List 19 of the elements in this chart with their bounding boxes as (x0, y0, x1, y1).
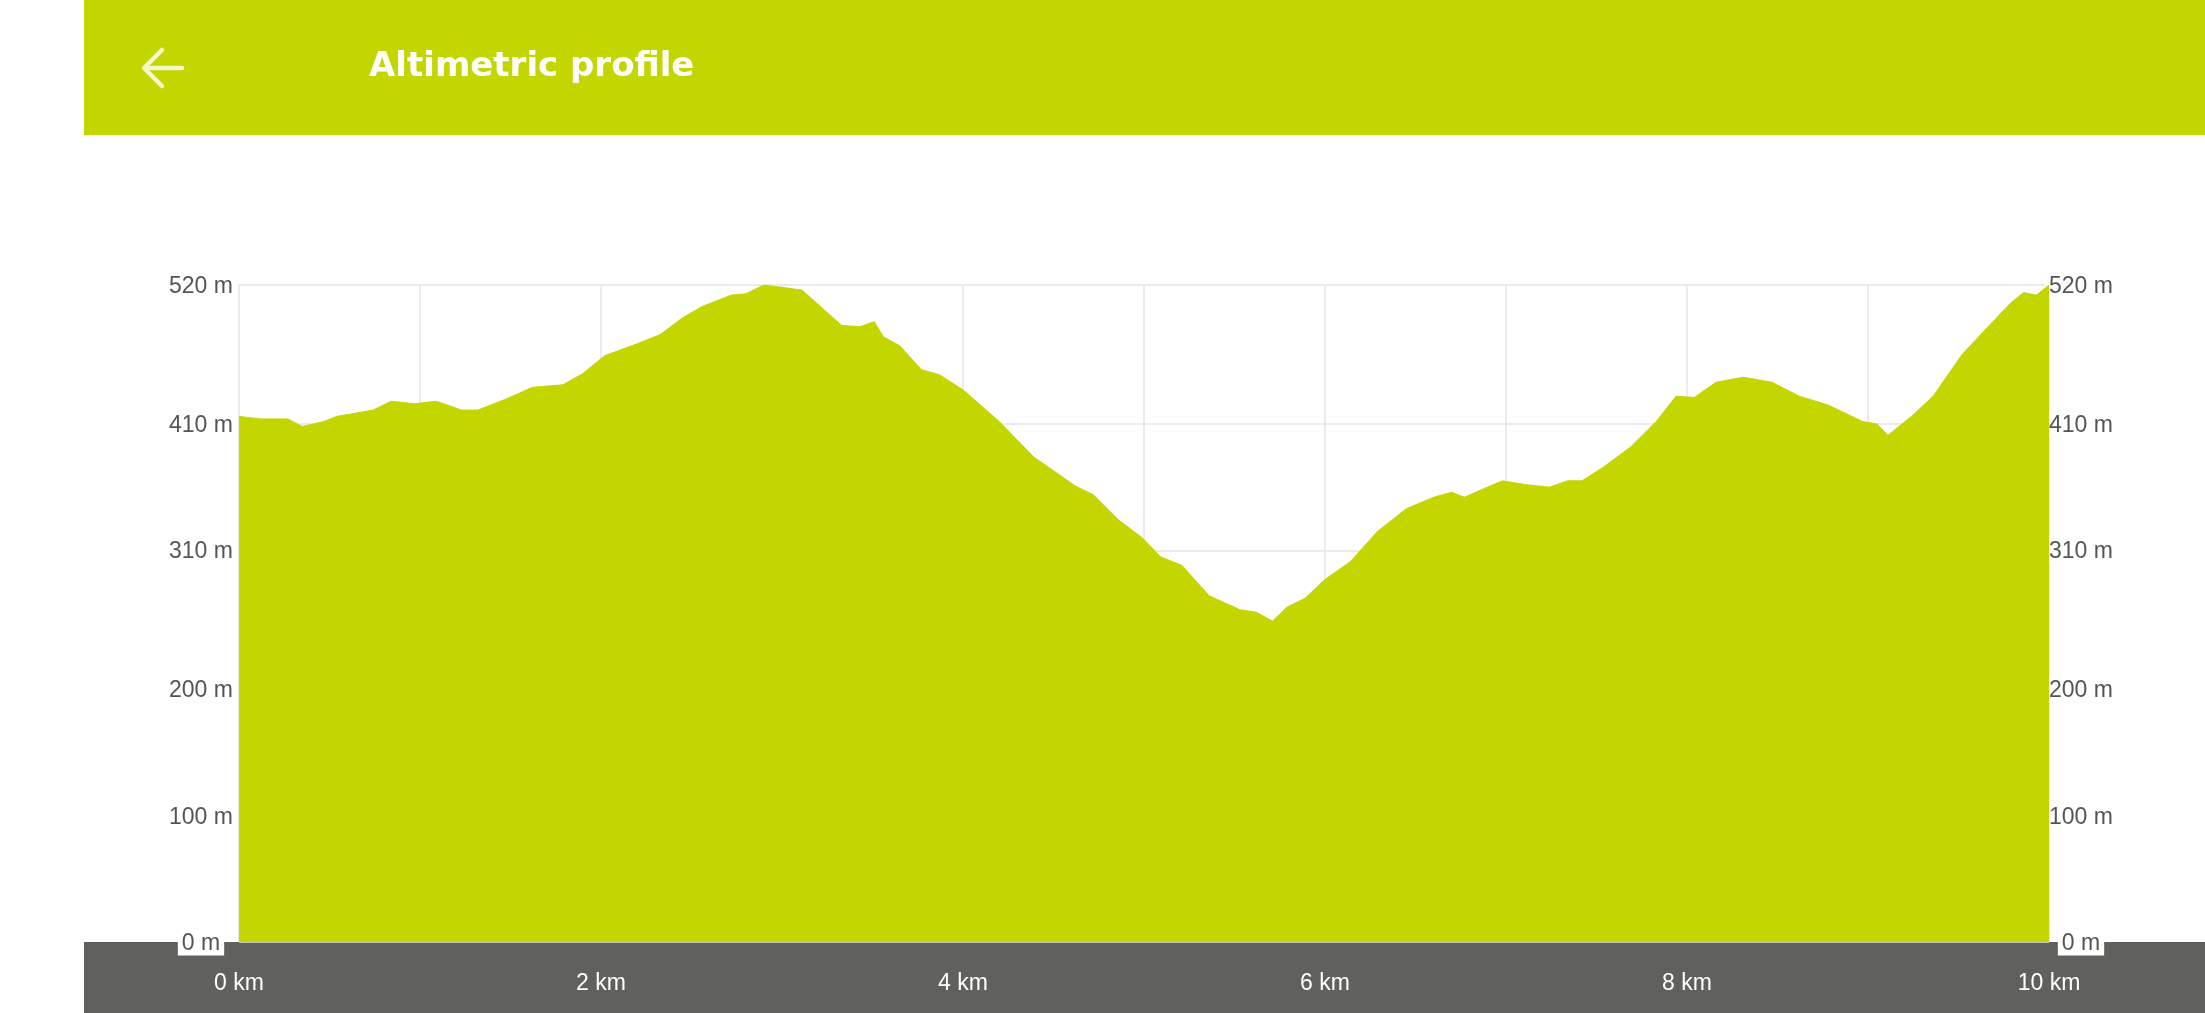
y-tick-label: 200 m (169, 676, 233, 703)
x-tick-label: 4 km (938, 968, 988, 995)
y2-tick-label: 200 m (2049, 676, 2113, 703)
x-tick-label: 0 km (214, 968, 264, 995)
y2-tick-label: 310 m (2049, 537, 2113, 564)
y-tick-label: 100 m (169, 802, 233, 829)
y2-tick-label: 0 m (2061, 929, 2101, 955)
y2-tick-label: 100 m (2049, 802, 2113, 829)
y2-tick-label: 410 m (2049, 410, 2113, 437)
x-tick-label: 10 km (2017, 968, 2081, 995)
y-tick-label: 410 m (169, 410, 233, 437)
x-tick-label: 8 km (1662, 968, 1712, 995)
chart-title: Altimetric profile (369, 44, 695, 84)
x-tick-label: 2 km (576, 968, 626, 995)
x-tick-label: 6 km (1300, 968, 1350, 995)
y-tick-label: 0 m (181, 929, 221, 955)
y2-tick-label: 520 m (2049, 272, 2113, 298)
y-tick-label: 520 m (169, 272, 233, 298)
y-tick-label: 310 m (169, 537, 233, 564)
